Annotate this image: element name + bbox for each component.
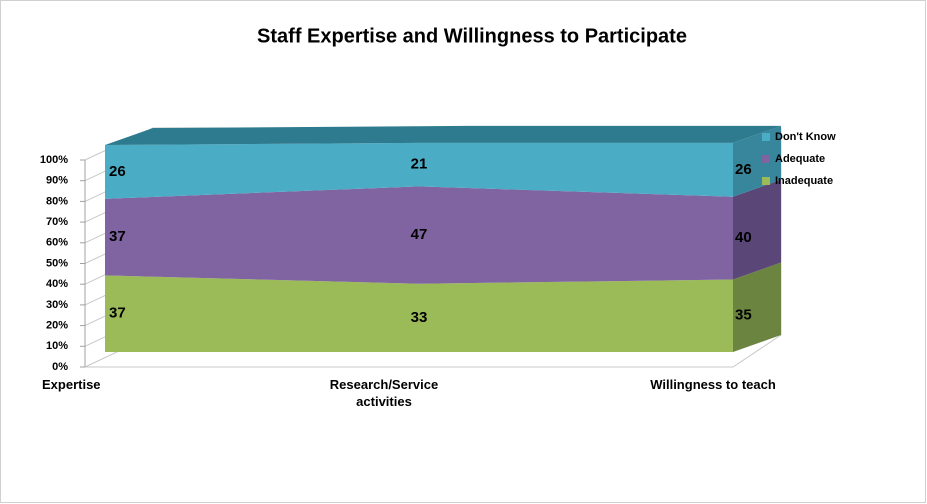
area [105,275,733,352]
data-label: 47 [411,226,428,243]
data-label: 33 [411,309,428,326]
y-tick-label: 0% [52,361,68,373]
y-tick-label: 10% [46,340,68,352]
x-tick-label: Willingness to teach [650,377,776,392]
data-label: 26 [735,161,752,178]
legend-label: Adequate [775,153,825,165]
legend-swatch [762,133,770,141]
y-tick-label: 20% [46,320,68,332]
area-side [733,262,781,352]
y-tick-label: 50% [46,257,68,269]
legend-swatch [762,155,770,163]
floor [85,334,782,368]
y-tick-label: 80% [46,195,68,207]
chart-title: Staff Expertise and Willingness to Parti… [257,25,687,47]
x-tick-label: Research/Service activities [329,377,439,409]
area-top [105,125,781,145]
y-tick-label: 60% [46,237,68,249]
data-label: 40 [735,229,752,246]
y-tick-label: 90% [46,175,68,187]
area [105,186,733,284]
data-label: 26 [109,163,126,180]
data-label: 37 [109,228,126,245]
y-tick-label: 70% [46,216,68,228]
data-label: 35 [735,307,752,324]
y-tick-label: 30% [46,299,68,311]
legend-swatch [762,177,770,185]
data-label: 37 [109,305,126,322]
y-tick-label: 40% [46,278,68,290]
data-label: 21 [411,156,428,173]
x-tick-label: Expertise [42,377,101,392]
area [105,142,733,199]
legend-label: Don't Know [775,131,836,143]
area-side [733,179,781,280]
y-tick-label: 100% [40,154,68,166]
legend-label: Inadequate [775,175,833,187]
